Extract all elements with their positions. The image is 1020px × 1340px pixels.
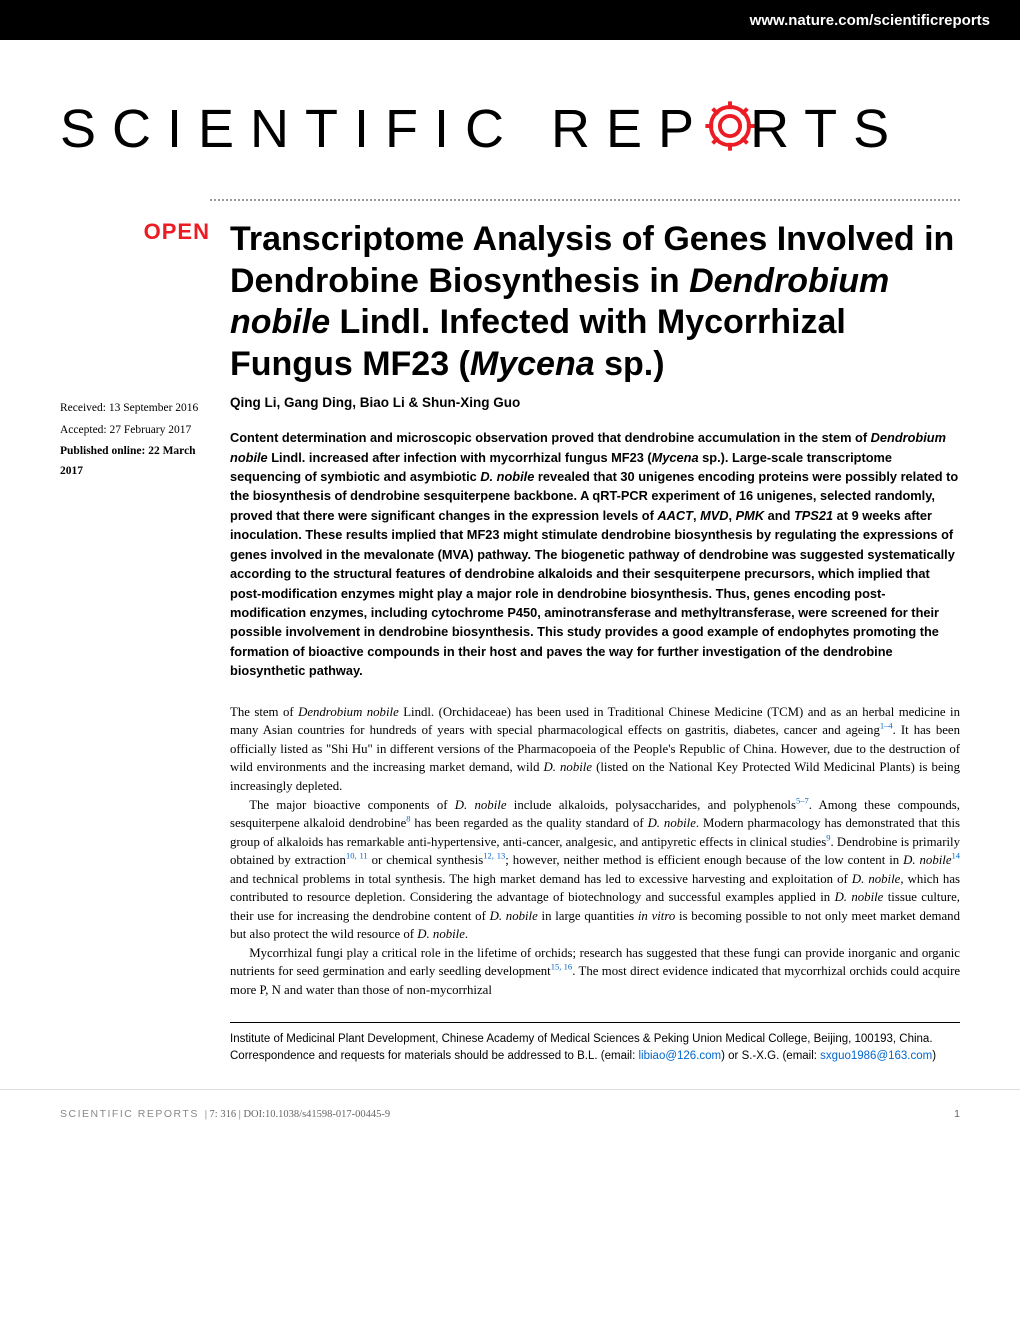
page-footer: SCIENTIFIC REPORTS | 7: 316 | DOI:10.103…	[0, 1089, 1020, 1136]
article-title: Transcriptome Analysis of Genes Involved…	[230, 219, 960, 385]
body-paragraph: Mycorrhizal fungi play a critical role i…	[230, 944, 960, 1000]
body-paragraph: The major bioactive components of D. nob…	[230, 796, 960, 944]
header-bar: www.nature.com/scientificreports	[0, 0, 1020, 40]
content-area: OPEN Received: 13 September 2016 Accepte…	[0, 219, 1020, 1065]
date-accepted: Accepted: 27 February 2017	[60, 421, 210, 441]
article-dates: Received: 13 September 2016 Accepted: 27…	[60, 399, 210, 481]
date-received: Received: 13 September 2016	[60, 399, 210, 419]
footer-page-number: 1	[954, 1108, 960, 1120]
authors: Qing Li, Gang Ding, Biao Li & Shun-Xing …	[230, 395, 960, 410]
affiliation-rule	[230, 1022, 960, 1023]
left-column: OPEN Received: 13 September 2016 Accepte…	[60, 219, 230, 1065]
logo-rep: REP	[520, 99, 710, 159]
abstract: Content determination and microscopic ob…	[230, 428, 960, 681]
footer-citation: | 7: 316 | DOI:10.1038/s41598-017-00445-…	[205, 1109, 390, 1120]
journal-logo: SCIENTIFIC REP RTS	[0, 40, 1020, 187]
header-url[interactable]: www.nature.com/scientificreports	[750, 12, 990, 29]
logo-before: SCIENTIFIC	[60, 99, 520, 159]
body-text: The stem of Dendrobium nobile Lindl. (Or…	[230, 703, 960, 1000]
date-published: Published online: 22 March 2017	[60, 442, 210, 481]
logo-after: RTS	[750, 99, 905, 159]
footer-journal: SCIENTIFIC REPORTS	[60, 1108, 199, 1120]
main-column: Transcriptome Analysis of Genes Involved…	[230, 219, 960, 1065]
logo-text: SCIENTIFIC REP RTS	[60, 98, 960, 167]
affiliation: Institute of Medicinal Plant Development…	[230, 1031, 960, 1066]
open-access-badge: OPEN	[60, 219, 210, 245]
body-paragraph: The stem of Dendrobium nobile Lindl. (Or…	[230, 703, 960, 796]
dotted-divider	[210, 199, 960, 201]
